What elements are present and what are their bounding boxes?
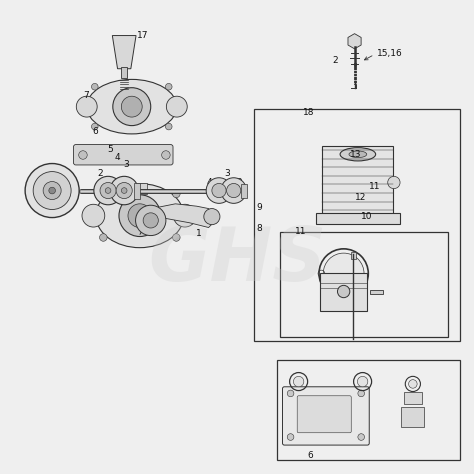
Circle shape [204,209,220,225]
Bar [320,273,367,311]
Circle shape [110,176,138,205]
Text: 9: 9 [256,203,262,212]
Text: 14: 14 [37,184,48,192]
Circle shape [388,176,400,189]
Polygon shape [112,36,136,69]
FancyBboxPatch shape [297,396,351,433]
Circle shape [121,188,127,193]
Circle shape [221,178,246,203]
Text: 13: 13 [350,150,361,158]
Circle shape [100,182,116,199]
Circle shape [91,83,98,90]
Bar [351,252,356,259]
Text: 3: 3 [123,161,129,169]
Bar [121,67,127,78]
Circle shape [173,234,180,241]
Circle shape [121,96,142,117]
Text: GHS: GHS [148,224,326,297]
Bar [241,184,247,198]
Text: 2: 2 [236,179,242,187]
Bar [322,146,393,215]
Circle shape [116,182,132,199]
Circle shape [128,204,152,228]
Text: 5: 5 [107,145,113,154]
Polygon shape [140,204,218,235]
Ellipse shape [349,151,367,157]
Circle shape [43,182,61,200]
Circle shape [82,204,105,227]
Circle shape [323,253,364,294]
Circle shape [94,176,122,205]
Circle shape [100,190,107,198]
Circle shape [293,376,304,387]
Circle shape [173,190,180,198]
Circle shape [409,380,417,388]
Circle shape [25,164,79,218]
Text: 8: 8 [256,224,262,233]
Circle shape [227,183,241,198]
Circle shape [173,204,196,227]
Ellipse shape [96,183,183,247]
Circle shape [206,178,232,203]
Text: 2: 2 [98,169,103,178]
Bar [280,232,448,337]
Bar [132,183,147,194]
Circle shape [287,434,294,440]
Text: 7: 7 [83,91,89,100]
Text: 4: 4 [114,154,120,162]
Bar [401,407,424,427]
Ellipse shape [87,79,177,134]
Circle shape [165,123,172,130]
Circle shape [212,183,226,198]
Circle shape [165,83,172,90]
Text: 18: 18 [303,109,315,117]
Text: 2: 2 [332,56,338,65]
Bar [404,392,422,404]
Text: 11: 11 [369,182,380,191]
Text: 4: 4 [207,179,212,187]
Text: 12: 12 [355,193,366,202]
Text: 6: 6 [92,128,98,136]
Circle shape [33,172,71,210]
Circle shape [357,376,368,387]
Circle shape [358,434,365,440]
Text: 1: 1 [196,229,201,237]
Circle shape [119,195,161,237]
FancyBboxPatch shape [73,145,173,165]
Text: 10: 10 [361,212,373,221]
Circle shape [136,205,166,236]
Circle shape [337,285,350,298]
Circle shape [358,390,365,397]
Circle shape [49,187,55,194]
Circle shape [162,151,170,159]
Bar [316,212,400,224]
Text: 6: 6 [307,452,313,460]
Text: 17: 17 [137,31,148,40]
Circle shape [105,188,111,193]
FancyBboxPatch shape [283,387,369,445]
Circle shape [79,151,87,159]
Circle shape [91,123,98,130]
Text: 3: 3 [224,169,230,178]
Text: 15,16: 15,16 [377,49,402,58]
Bar [134,183,140,199]
Circle shape [143,213,158,228]
Circle shape [100,234,107,241]
Bar [277,360,460,460]
Ellipse shape [340,148,375,161]
Text: 11: 11 [295,227,306,236]
Bar [254,109,460,341]
Circle shape [166,96,187,117]
Bar [370,290,383,294]
Circle shape [76,96,97,117]
Circle shape [287,390,294,397]
Circle shape [113,88,151,126]
